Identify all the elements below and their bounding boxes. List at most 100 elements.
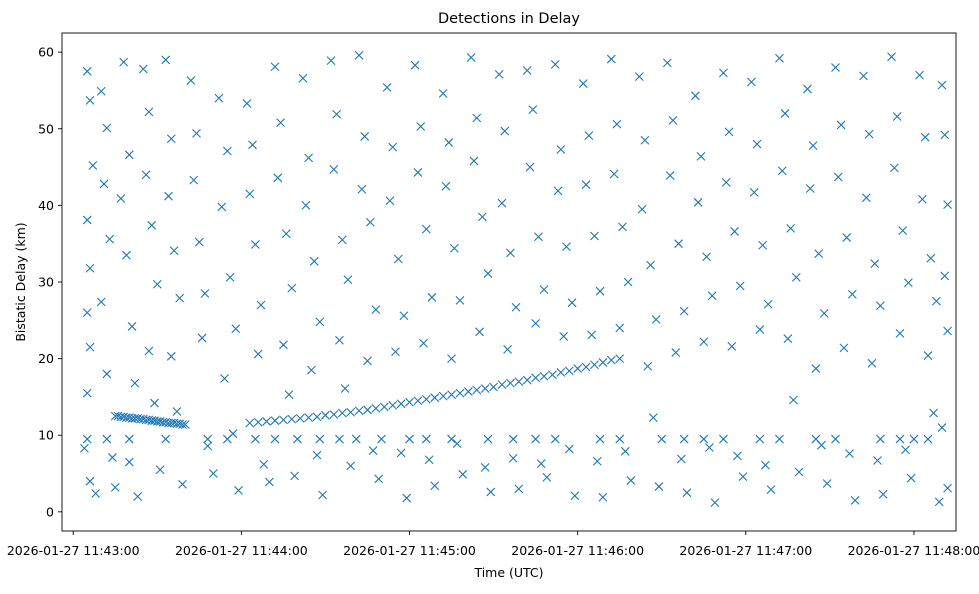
data-point xyxy=(326,56,336,65)
data-point xyxy=(587,330,597,340)
data-point xyxy=(309,256,319,266)
data-point xyxy=(175,293,185,303)
data-point xyxy=(427,292,437,302)
data-point xyxy=(943,200,952,210)
data-point xyxy=(690,91,700,101)
data-point xyxy=(534,232,543,242)
data-point xyxy=(293,434,302,444)
data-point xyxy=(180,420,190,429)
data-point xyxy=(752,139,762,149)
data-point xyxy=(166,351,176,361)
data-point xyxy=(615,323,625,333)
data-point xyxy=(707,291,717,301)
data-point xyxy=(704,443,714,452)
data-point xyxy=(845,449,854,459)
data-point xyxy=(679,306,689,316)
data-point xyxy=(923,351,933,360)
data-point xyxy=(85,476,95,486)
data-point xyxy=(127,322,137,331)
data-point xyxy=(161,434,171,444)
data-point xyxy=(508,434,518,444)
data-point xyxy=(371,404,381,413)
data-point xyxy=(301,200,311,210)
data-point xyxy=(497,380,507,390)
data-point xyxy=(733,451,742,461)
data-point xyxy=(402,493,412,503)
data-point xyxy=(287,414,297,424)
y-tick-label: 20 xyxy=(38,351,54,366)
data-point xyxy=(531,434,541,444)
data-point xyxy=(562,242,571,252)
data-point xyxy=(850,495,860,505)
data-point xyxy=(668,115,678,125)
data-point xyxy=(253,417,263,427)
data-point xyxy=(761,460,770,470)
data-point xyxy=(662,58,672,68)
data-point xyxy=(208,469,218,478)
data-point xyxy=(634,72,644,82)
data-point xyxy=(130,378,140,388)
data-point xyxy=(346,407,356,417)
data-point xyxy=(901,445,910,455)
data-point xyxy=(416,122,426,131)
data-point xyxy=(119,57,129,67)
data-point xyxy=(365,217,375,227)
data-point xyxy=(735,281,745,291)
data-point xyxy=(522,375,532,385)
data-point xyxy=(606,355,616,365)
data-point xyxy=(458,469,468,479)
data-point xyxy=(615,354,625,364)
data-point xyxy=(710,498,720,508)
data-point xyxy=(875,434,885,444)
data-point xyxy=(82,66,92,76)
data-point xyxy=(250,240,260,249)
data-point xyxy=(550,434,560,444)
data-point xyxy=(618,222,627,232)
data-point xyxy=(783,334,793,344)
data-point xyxy=(623,277,633,287)
data-point xyxy=(287,283,297,293)
data-point xyxy=(887,52,896,62)
data-point xyxy=(399,311,409,321)
data-point xyxy=(553,186,563,196)
data-point xyxy=(88,161,98,170)
data-point xyxy=(878,489,888,499)
data-point xyxy=(548,370,557,380)
data-point xyxy=(836,120,846,130)
data-point xyxy=(102,123,112,133)
data-point xyxy=(738,472,748,481)
data-point xyxy=(842,233,852,242)
data-point xyxy=(138,64,148,74)
data-marks xyxy=(80,50,952,508)
data-point xyxy=(203,441,213,451)
data-point xyxy=(178,420,187,429)
data-point xyxy=(483,434,493,444)
chart-title: Detections in Delay xyxy=(438,11,580,27)
data-point xyxy=(270,434,280,444)
data-point xyxy=(270,416,280,426)
data-point xyxy=(96,86,106,96)
data-point xyxy=(253,349,263,359)
data-point xyxy=(385,196,395,206)
data-point xyxy=(808,141,818,151)
data-point xyxy=(374,474,384,484)
data-point xyxy=(564,444,574,454)
data-point xyxy=(506,248,515,258)
data-point xyxy=(315,317,325,327)
data-point xyxy=(337,408,347,418)
data-point xyxy=(940,130,950,140)
data-point xyxy=(82,308,92,318)
data-point xyxy=(279,415,288,425)
x-axis: 2026-01-27 11:43:00 2026-01-27 11:44:00 20… xyxy=(7,531,979,558)
data-point xyxy=(567,298,577,308)
data-point xyxy=(895,328,905,338)
data-point xyxy=(264,477,274,487)
data-point xyxy=(674,239,683,249)
data-point xyxy=(920,132,930,142)
data-point xyxy=(833,172,843,182)
data-point xyxy=(864,129,874,139)
data-point xyxy=(186,76,196,85)
data-point xyxy=(542,472,552,482)
data-point xyxy=(794,467,804,477)
